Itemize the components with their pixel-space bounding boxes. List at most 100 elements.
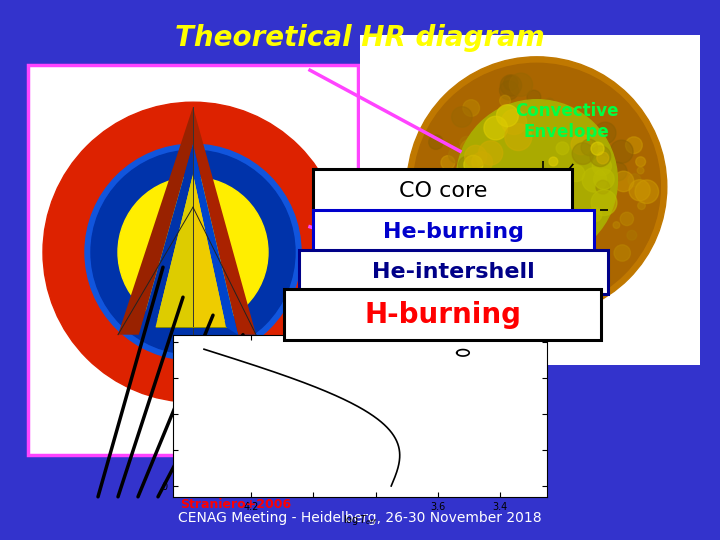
Circle shape: [492, 190, 500, 199]
Circle shape: [43, 102, 343, 402]
Circle shape: [464, 156, 482, 174]
Circle shape: [425, 179, 438, 192]
Circle shape: [582, 167, 607, 192]
Circle shape: [559, 134, 580, 154]
Text: CO core: CO core: [399, 181, 487, 201]
Circle shape: [488, 247, 504, 263]
Circle shape: [559, 232, 575, 248]
Polygon shape: [118, 107, 193, 335]
Circle shape: [524, 236, 532, 245]
Circle shape: [510, 276, 521, 286]
Circle shape: [572, 143, 594, 165]
Circle shape: [543, 203, 566, 226]
Text: H-burning: H-burning: [364, 301, 521, 328]
Circle shape: [593, 157, 611, 176]
Circle shape: [91, 150, 295, 354]
Polygon shape: [139, 144, 193, 335]
Circle shape: [581, 139, 598, 156]
Circle shape: [561, 235, 580, 254]
Circle shape: [474, 176, 483, 185]
Circle shape: [564, 271, 572, 279]
Circle shape: [608, 162, 627, 181]
Text: CENAG Meeting - Heidelberg, 26-30 November 2018: CENAG Meeting - Heidelberg, 26-30 Novemb…: [178, 511, 542, 525]
Circle shape: [430, 197, 443, 210]
Circle shape: [451, 107, 472, 127]
Circle shape: [439, 197, 449, 208]
Circle shape: [449, 147, 464, 163]
Bar: [360, 35, 700, 365]
Circle shape: [610, 140, 633, 163]
Circle shape: [529, 252, 541, 264]
Circle shape: [473, 145, 494, 166]
Circle shape: [613, 171, 634, 192]
Circle shape: [476, 181, 487, 193]
Circle shape: [571, 134, 592, 154]
Circle shape: [420, 190, 436, 205]
Circle shape: [560, 228, 580, 247]
Circle shape: [529, 208, 549, 228]
Circle shape: [636, 157, 646, 167]
Circle shape: [620, 212, 634, 226]
Circle shape: [465, 183, 492, 210]
Circle shape: [553, 174, 571, 192]
Circle shape: [456, 100, 618, 261]
Circle shape: [638, 202, 645, 210]
Circle shape: [556, 142, 569, 154]
Circle shape: [118, 177, 268, 327]
Circle shape: [543, 120, 558, 135]
Circle shape: [85, 144, 301, 360]
Circle shape: [555, 221, 564, 231]
Circle shape: [428, 171, 439, 182]
Circle shape: [436, 238, 453, 255]
Circle shape: [628, 174, 641, 187]
Circle shape: [534, 156, 557, 179]
Circle shape: [549, 157, 558, 166]
Circle shape: [524, 229, 542, 247]
Circle shape: [475, 245, 485, 255]
Circle shape: [568, 168, 575, 177]
Circle shape: [484, 116, 508, 140]
Circle shape: [503, 228, 513, 237]
Circle shape: [506, 183, 519, 195]
Circle shape: [464, 145, 487, 167]
Circle shape: [465, 193, 492, 220]
Circle shape: [492, 128, 515, 150]
Circle shape: [613, 222, 620, 228]
Circle shape: [523, 172, 535, 183]
Circle shape: [426, 197, 449, 220]
Circle shape: [477, 220, 488, 232]
Circle shape: [469, 179, 485, 195]
Circle shape: [530, 163, 545, 177]
Circle shape: [556, 230, 570, 245]
Circle shape: [515, 244, 523, 252]
Circle shape: [407, 57, 667, 317]
Circle shape: [457, 171, 485, 199]
Circle shape: [577, 258, 590, 272]
Circle shape: [459, 213, 474, 228]
Polygon shape: [193, 107, 256, 335]
Circle shape: [591, 190, 617, 215]
Circle shape: [497, 105, 518, 127]
Circle shape: [537, 186, 558, 206]
Bar: [28, 65, 358, 455]
Circle shape: [470, 201, 494, 225]
Circle shape: [596, 180, 610, 194]
Text: He-burning: He-burning: [383, 221, 524, 242]
Circle shape: [528, 228, 552, 252]
Circle shape: [595, 122, 616, 144]
Circle shape: [541, 279, 562, 300]
Circle shape: [601, 209, 609, 217]
Text: Straniero+2006: Straniero+2006: [180, 497, 291, 511]
Circle shape: [525, 279, 547, 301]
Circle shape: [484, 211, 497, 224]
Circle shape: [501, 109, 526, 134]
Circle shape: [441, 156, 455, 170]
Circle shape: [591, 142, 604, 155]
X-axis label: $\log T_{eff}$: $\log T_{eff}$: [343, 513, 377, 527]
Circle shape: [556, 195, 570, 208]
Circle shape: [588, 207, 602, 222]
Circle shape: [503, 76, 518, 90]
Circle shape: [460, 137, 474, 150]
Circle shape: [450, 176, 469, 195]
Circle shape: [554, 145, 560, 151]
